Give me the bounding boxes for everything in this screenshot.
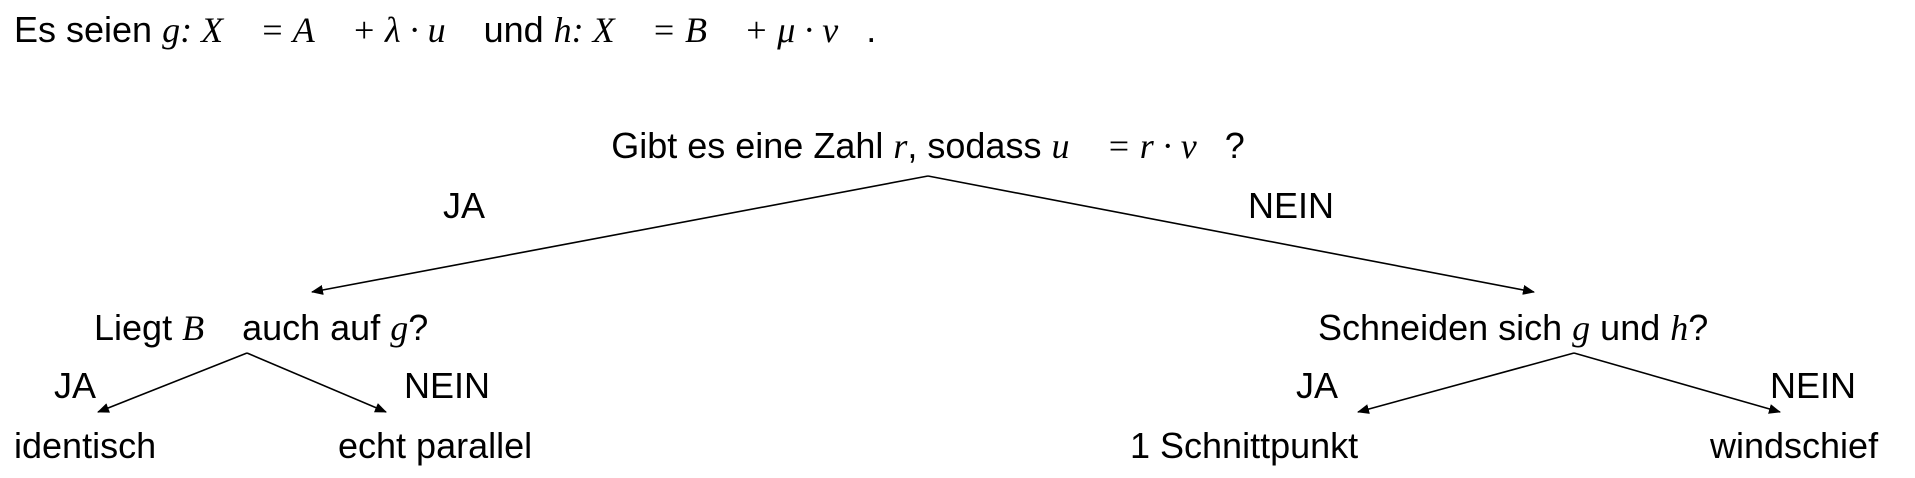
root-text-before: Gibt es eine Zahl <box>611 125 894 166</box>
root-text-after: ? <box>1224 125 1245 166</box>
outcome-intersection: 1 Schnittpunkt <box>1130 425 1359 466</box>
arrow-root-to-left <box>311 175 929 295</box>
root-var-r: r <box>893 126 908 166</box>
root-equation: u⃗ = r · v⃗ <box>1051 126 1225 166</box>
right-question: Schneiden sich g und h? <box>1318 307 1709 348</box>
left-q-before: Liegt <box>94 307 183 348</box>
root-text-mid: , sodass <box>907 125 1052 166</box>
right-q-mid: und <box>1590 307 1671 348</box>
outcome-identical: identisch <box>14 425 157 466</box>
root-yes-label: JA <box>443 185 486 226</box>
root-no-label: NEIN <box>1248 185 1335 226</box>
left-q-mid: auch auf <box>232 307 391 348</box>
right-q-var-h: h <box>1670 308 1689 348</box>
arrow-right-to-intersection <box>1357 352 1575 414</box>
left-no-label: NEIN <box>404 365 491 406</box>
intro-prefix: Es seien <box>14 9 163 50</box>
arrow-right-to-skew <box>1573 352 1781 414</box>
right-no-label: NEIN <box>1770 365 1857 406</box>
left-yes-label: JA <box>54 365 97 406</box>
outcome-parallel: echt parallel <box>338 425 533 466</box>
intro-line: Es seien g: X⃗ = A⃗ + λ · u⃗ und h: X⃗ =… <box>14 9 877 50</box>
left-q-var-b: B⃗ <box>182 308 233 348</box>
root-question: Gibt es eine Zahl r, sodass u⃗ = r · v⃗? <box>611 125 1245 166</box>
right-q-var-g: g <box>1572 308 1591 348</box>
line-h-equation: h: X⃗ = B⃗ + μ · v⃗ <box>553 10 867 50</box>
right-q-before: Schneiden sich <box>1318 307 1573 348</box>
outcome-skew: windschief <box>1710 425 1879 466</box>
right-q-after: ? <box>1688 307 1709 348</box>
arrow-left-to-parallel <box>246 352 387 413</box>
left-q-after: ? <box>408 307 429 348</box>
line-g-equation: g: X⃗ = A⃗ + λ · u⃗ <box>162 10 474 50</box>
left-question: Liegt B⃗ auch auf g? <box>94 307 429 348</box>
arrow-left-to-identical <box>97 352 248 413</box>
arrow-root-to-right <box>927 175 1535 295</box>
intro-suffix: . <box>866 9 877 50</box>
intro-middle: und <box>473 9 554 50</box>
left-q-var-g: g <box>390 308 409 348</box>
right-yes-label: JA <box>1296 365 1339 406</box>
